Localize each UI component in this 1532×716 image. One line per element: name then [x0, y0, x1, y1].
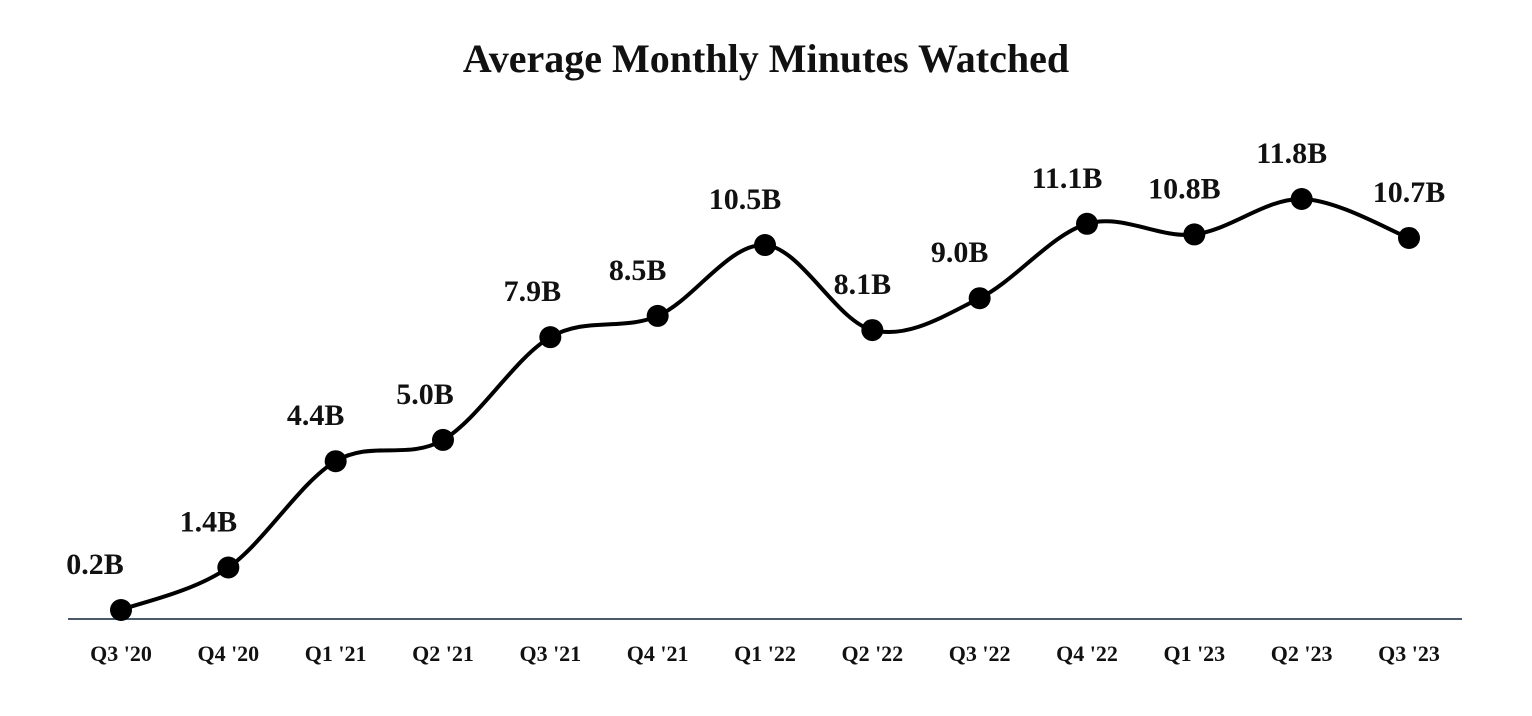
data-label: 11.1B: [1032, 162, 1103, 195]
x-tick-label: Q3 '21: [519, 641, 581, 666]
data-point-marker: [646, 304, 669, 327]
data-point-marker: [324, 450, 347, 473]
data-label: 4.4B: [287, 399, 345, 432]
x-tick-label: Q3 '20: [90, 641, 152, 666]
data-point-marker: [754, 234, 776, 257]
x-tick-label: Q1 '21: [305, 641, 367, 666]
data-point-marker: [1398, 226, 1420, 249]
data-point-marker: [1183, 223, 1206, 246]
x-tick-label: Q2 '22: [841, 641, 903, 666]
x-tick-label: Q2 '23: [1271, 641, 1333, 666]
data-point-marker: [539, 326, 562, 349]
x-tick-label: Q4 '21: [627, 641, 689, 666]
data-label: 10.5B: [709, 183, 782, 216]
data-labels: 0.2B 1.4B 4.4B 5.0B 7.9B 8.5B 10.5B 8.1B 9.0B 11.…: [66, 137, 1445, 581]
data-label: 10.7B: [1373, 176, 1446, 209]
x-axis-tick-labels: Q3 '20 Q4 '20 Q1 '21 Q2 '21 Q3 '21 Q4 '21 Q1 '…: [90, 641, 1440, 666]
data-label: 9.0B: [931, 236, 989, 269]
x-tick-label: Q2 '21: [412, 641, 474, 666]
data-point-markers: [110, 188, 1420, 621]
x-tick-label: Q3 '23: [1378, 641, 1440, 666]
chart-title: Average Monthly Minutes Watched: [463, 36, 1069, 81]
data-label: 10.8B: [1148, 172, 1221, 205]
data-point-marker: [217, 556, 240, 579]
data-point-marker: [1076, 212, 1098, 235]
data-label: 7.9B: [504, 275, 562, 308]
data-point-marker: [968, 287, 991, 310]
x-tick-label: Q3 '22: [949, 641, 1011, 666]
data-point-marker: [432, 428, 454, 451]
data-label: 8.1B: [834, 268, 892, 301]
x-tick-label: Q1 '22: [734, 641, 796, 666]
x-tick-label: Q1 '23: [1163, 641, 1225, 666]
data-label: 11.8B: [1256, 137, 1327, 170]
data-point-marker: [861, 319, 884, 342]
data-label: 0.2B: [66, 548, 124, 581]
data-label: 8.5B: [609, 254, 667, 287]
data-label: 1.4B: [180, 505, 238, 538]
data-label: 5.0B: [396, 378, 454, 411]
data-point-marker: [1290, 188, 1313, 210]
x-tick-label: Q4 '20: [197, 641, 259, 666]
data-point-marker: [110, 599, 132, 621]
x-tick-label: Q4 '22: [1056, 641, 1118, 666]
